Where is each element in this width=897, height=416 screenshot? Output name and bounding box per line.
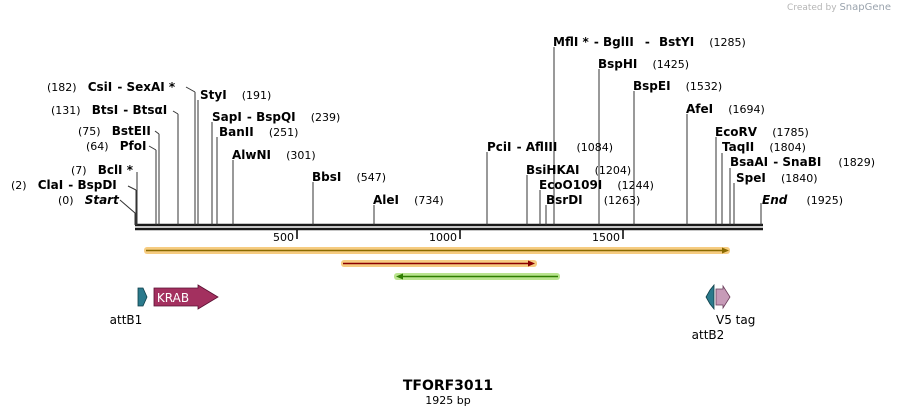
tick-1000-label: 1000 xyxy=(429,231,457,244)
site-pfoi-label: (64) PfoI xyxy=(86,135,146,154)
feature-attb2-label: attB2 xyxy=(692,328,725,342)
site-sapi-label: SapI - BspQI (239) xyxy=(212,106,340,125)
site-btsi-leader xyxy=(172,110,179,115)
site-bbsi-label: BbsI (547) xyxy=(312,166,386,185)
site-bsaai-label: BsaAI - SnaBI (1829) xyxy=(730,151,875,170)
ruler: 500 1000 1500 xyxy=(273,230,624,244)
site-start-label: (0) Start xyxy=(58,189,120,208)
feature-v5-tag: V5 tag xyxy=(715,284,755,327)
site-pcii-label: PciI - AflIII (1084) xyxy=(487,136,613,155)
site-mfli-label: MflI * - BglII - BstYI (1285) xyxy=(553,31,746,50)
site-start-leader xyxy=(119,199,136,225)
site-bsrdi-label: BsrDI (1263) xyxy=(546,189,640,208)
tick-500-label: 500 xyxy=(273,231,294,244)
site-ecoo109i-label: EcoO109I (1244) xyxy=(539,174,654,193)
right-sites: MflI * - BglII - BstYI (1285) BspHI (142… xyxy=(486,31,875,225)
site-taqii-label: TaqII (1804) xyxy=(722,136,806,155)
site-ecorv-label: EcoRV (1785) xyxy=(715,121,809,140)
site-bsihkai-label: BsiHKAI (1204) xyxy=(526,159,631,178)
sequence-backbone xyxy=(135,223,763,231)
site-spei-label: SpeI (1840) xyxy=(736,167,818,186)
site-clai-leader xyxy=(127,185,137,191)
orf-mid-arrow xyxy=(341,260,537,267)
site-bspei-label: BspEI (1532) xyxy=(633,75,722,94)
site-bsphi-label: BspHI (1425) xyxy=(598,53,689,72)
snapgene-branding: Created by SnapGene xyxy=(787,2,891,13)
mid-sites: StyI (191) SapI - BspQI (239) BanII (251… xyxy=(197,84,444,225)
feature-attb2: attB2 xyxy=(692,283,725,342)
site-clai-label: (2) ClaI - BspDI xyxy=(11,174,117,193)
map-length: 1925 bp xyxy=(425,394,470,407)
site-alwni-label: AlwNI (301) xyxy=(232,144,316,163)
snapgene-logo-text: SnapGene xyxy=(839,2,891,13)
feature-krab: KRAB xyxy=(153,284,219,310)
map-title: TFORF3011 xyxy=(403,378,493,394)
site-styi-label: StyI (191) xyxy=(200,84,271,103)
created-by-text: Created by xyxy=(787,3,837,13)
site-alei-label: AleI (734) xyxy=(373,189,444,208)
orf-arrows xyxy=(144,247,730,280)
feature-attb1-label: attB1 xyxy=(110,313,143,327)
orf-long-arrow xyxy=(144,247,730,254)
feature-v5-tag-label: V5 tag xyxy=(716,313,755,327)
tick-1500-label: 1500 xyxy=(592,231,620,244)
site-banii-label: BanII (251) xyxy=(219,121,298,140)
left-sites: (182) CsiI - SexAI * (131) BtsI - BtsαI … xyxy=(11,76,196,225)
feature-krab-label: KRAB xyxy=(157,291,189,305)
site-afei-label: AfeI (1694) xyxy=(686,98,765,117)
site-end-label: End (1925) xyxy=(762,189,843,208)
orf-reverse-arrow xyxy=(394,273,560,280)
features: attB1 KRAB attB2 V5 tag xyxy=(110,283,755,342)
site-btsi-label: (131) BtsI - BtsαI xyxy=(51,99,167,118)
site-csii-label: (182) CsiI - SexAI * xyxy=(47,76,176,95)
site-pfoi-leader xyxy=(148,145,157,151)
feature-attb1: attB1 xyxy=(110,287,148,327)
site-bsteii-label: (75) BstEII xyxy=(78,120,151,139)
site-bsteii-leader xyxy=(154,130,160,135)
site-csii-leader xyxy=(185,86,196,93)
site-bcli-label: (7) BclI * xyxy=(71,159,134,178)
